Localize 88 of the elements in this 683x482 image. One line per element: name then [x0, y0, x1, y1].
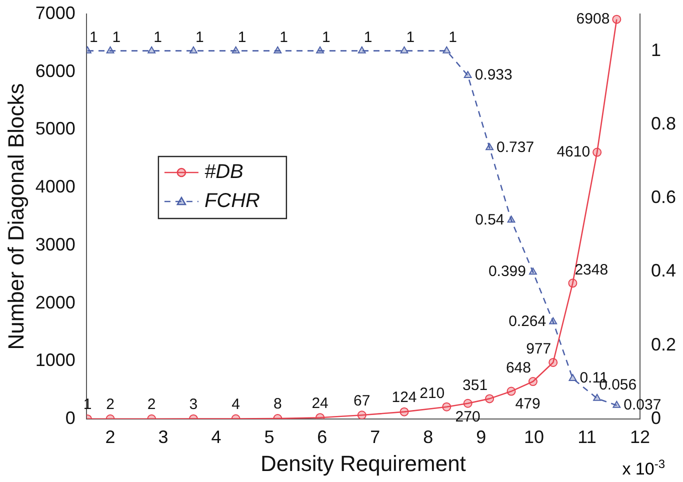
- y2-tick-label: 0.8: [650, 113, 676, 134]
- point: [189, 46, 198, 54]
- data-label: 3: [189, 396, 198, 413]
- x-tick-label: 11: [578, 426, 596, 447]
- x-tick-label: 10: [524, 426, 544, 447]
- data-label: 210: [420, 384, 445, 402]
- point: [568, 278, 578, 288]
- point: [568, 374, 577, 381]
- x-tick-label: 9: [476, 426, 486, 447]
- x-tick-label: 7: [370, 426, 380, 447]
- y2-tick-label: 0.4: [650, 260, 676, 281]
- data-label: 6908: [576, 10, 610, 28]
- legend-label: FCHR: [204, 190, 260, 212]
- point: [506, 386, 516, 396]
- point: [486, 143, 494, 150]
- point: [612, 400, 621, 408]
- y2-tick-label: 1: [650, 40, 661, 60]
- y-tick-label: 2000: [35, 292, 76, 312]
- data-label: 1: [448, 28, 457, 46]
- data-label: 479: [515, 395, 540, 412]
- x-tick-label: 2: [105, 426, 116, 447]
- data-label: 124: [392, 388, 417, 406]
- y-tick-label: 3000: [35, 234, 76, 254]
- data-label: 1: [364, 28, 372, 46]
- data-label: 67: [354, 392, 370, 410]
- x-tick-label: 5: [264, 426, 274, 447]
- data-label: 1: [90, 28, 98, 46]
- data-label: 0.264: [508, 312, 546, 330]
- point: [529, 268, 537, 275]
- data-label: 648: [506, 360, 531, 377]
- y-tick-label: 5000: [35, 118, 76, 139]
- data-label: 4: [232, 396, 240, 413]
- point: [148, 46, 156, 54]
- data-label: 2: [106, 396, 114, 414]
- data-label: 2348: [574, 261, 608, 278]
- data-label: 1: [112, 28, 121, 46]
- data-label: 351: [462, 376, 488, 394]
- text: x 10$^{-3}$: [622, 457, 665, 480]
- x-axis-title: Density Requirement: [260, 450, 466, 476]
- data-label: 1: [195, 28, 204, 46]
- point: [442, 46, 451, 54]
- data-label: 1: [154, 28, 162, 46]
- data-label: 1: [406, 28, 415, 46]
- x-tick-label: 3: [158, 426, 168, 447]
- point: [593, 394, 602, 401]
- point: [316, 46, 324, 54]
- x-tick-label: 12: [630, 426, 650, 447]
- point: [106, 46, 114, 54]
- data-label: 977: [526, 340, 552, 358]
- point: [442, 402, 452, 412]
- data-label: 4610: [556, 143, 590, 160]
- y-tick-label: 0: [65, 408, 76, 428]
- data-label: 2: [147, 396, 156, 414]
- data-label: 1: [322, 28, 330, 46]
- x-tick-label: 6: [317, 426, 328, 447]
- y2-tick-label: 0.2: [650, 334, 676, 354]
- point: [507, 216, 516, 223]
- point: [548, 358, 558, 367]
- y-axis-title: Number of Diagonal Blocks: [3, 83, 28, 350]
- x-tick-label: 4: [211, 426, 222, 447]
- point: [232, 46, 240, 54]
- point: [400, 407, 409, 416]
- data-label: 0.737: [496, 138, 534, 156]
- y2-tick-label: 0.6: [650, 187, 676, 208]
- y-tick-label: 4000: [35, 176, 76, 197]
- data-label: 0.399: [488, 263, 526, 280]
- y-tick-label: 1000: [35, 350, 76, 370]
- data-label: 0.54: [475, 211, 504, 228]
- point: [274, 46, 282, 54]
- point: [357, 410, 366, 419]
- x-tick-label: 8: [423, 426, 434, 447]
- point: [485, 394, 494, 404]
- point: [592, 148, 602, 157]
- point: [400, 46, 408, 54]
- point: [464, 70, 472, 78]
- data-label: 0.933: [474, 66, 512, 84]
- point: [549, 317, 558, 324]
- y-tick-label: 6000: [35, 60, 76, 81]
- point: [528, 377, 538, 386]
- point: [463, 398, 472, 408]
- data-label: 1: [280, 28, 288, 46]
- point: [612, 14, 622, 24]
- y-tick-label: 7000: [35, 2, 76, 23]
- data-label: 24: [312, 394, 328, 412]
- point: [358, 46, 366, 54]
- legend-label: #DB: [204, 161, 244, 184]
- data-label: 8: [273, 396, 282, 413]
- data-label: 1: [238, 28, 246, 46]
